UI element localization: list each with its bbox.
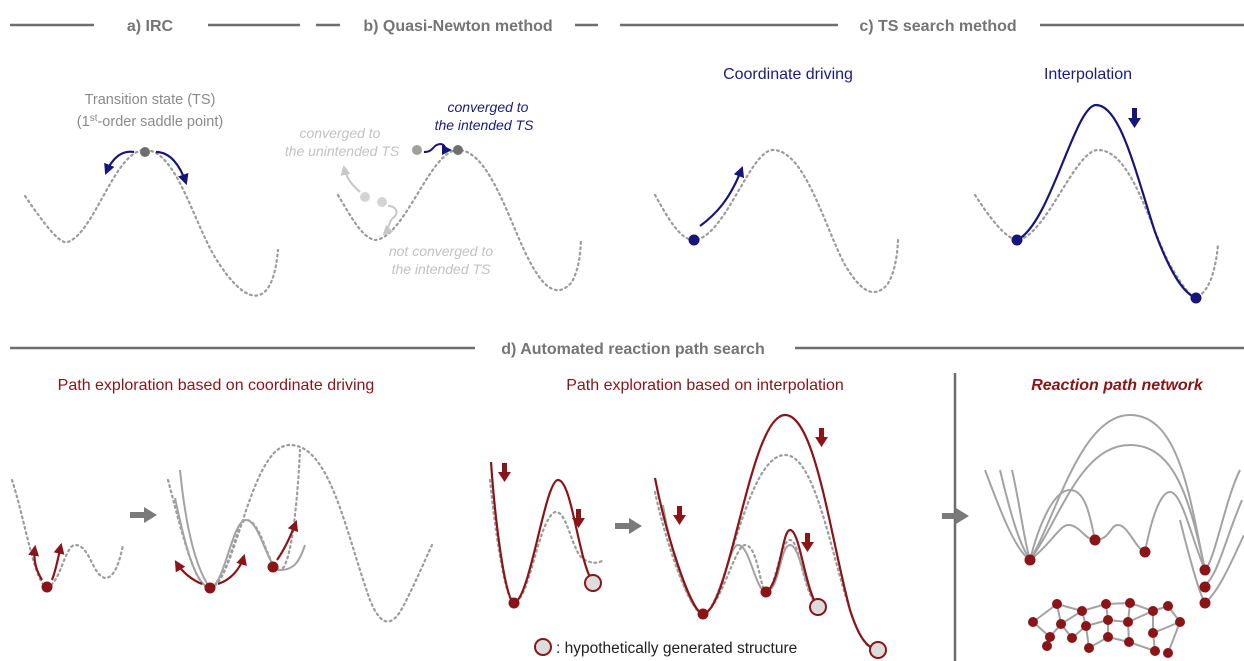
qn-not-converged-label-1: not converged to — [389, 243, 494, 259]
step-arrow-icon-3 — [942, 508, 969, 524]
cd2-pes-curve-b — [208, 443, 434, 623]
panel-network — [942, 413, 1244, 658]
network-title: Reaction path network — [1031, 377, 1204, 394]
ie2-hypothetical-dot-2 — [869, 641, 887, 659]
qn-intended-dot — [453, 145, 463, 155]
interpolation-title: Interpolation — [1044, 66, 1132, 83]
net-node-b — [1089, 534, 1101, 546]
panel-coordinate-driving: Coordinate driving — [653, 66, 900, 294]
panel-irc: Transition state (TS) (1st-order saddle … — [23, 92, 280, 297]
cd1-arrow-left — [28, 544, 43, 581]
cd2-new-minimum-dot — [267, 561, 279, 573]
header-quasi-newton: b) Quasi-Newton method — [363, 18, 552, 35]
step-arrow-icon-2 — [615, 518, 642, 534]
header-ts-search: c) TS search method — [859, 18, 1016, 35]
qn-intended-label-2: the intended TS — [435, 117, 535, 133]
ie2-down-arrow-icon-2 — [815, 428, 828, 447]
net-node-e — [1199, 581, 1211, 593]
cd-start-dot — [688, 234, 700, 246]
cd2-minimum-dot — [204, 582, 216, 594]
net-node-c — [1139, 546, 1151, 558]
ie1-down-arrow-icon-1 — [498, 463, 511, 482]
panel-interpolation: Interpolation — [973, 66, 1220, 304]
qn-arrow-intended — [423, 142, 452, 155]
irc-pes-curve — [23, 148, 280, 297]
ip-interpolated-path — [1016, 103, 1197, 300]
header-automated: d) Automated reaction path search — [501, 341, 764, 358]
ie2-down-arrow-icon-1 — [673, 506, 686, 525]
cd1-pes-curve — [10, 478, 125, 589]
cd2-explored-curve — [174, 497, 306, 590]
ip-product-dot — [1190, 292, 1202, 304]
qn-start-dot-1 — [360, 192, 370, 202]
cd2-arrow-right — [217, 553, 247, 586]
net-curve-4 — [1029, 488, 1096, 561]
ie2-reactant-dot — [697, 608, 709, 620]
net-curve-1 — [984, 469, 1146, 562]
panel-coord-exploration — [10, 443, 434, 623]
coordinate-driving-title: Coordinate driving — [723, 66, 853, 83]
irc-ts-dot — [140, 147, 150, 157]
ip-reactant-dot — [1011, 234, 1023, 246]
net-curve-7 — [1204, 499, 1243, 586]
header-irc: a) IRC — [127, 18, 174, 35]
ie1-reactant-dot — [508, 597, 520, 609]
qn-unintended-label-1: converged to — [300, 125, 381, 141]
net-curve-2 — [1029, 413, 1206, 571]
net-curve-8 — [1204, 534, 1244, 604]
qn-arrow-not-converged — [382, 205, 398, 236]
cd2-explored-branch — [179, 469, 211, 589]
cd1-arrow-right — [50, 542, 65, 581]
ie2-interpolated-path-outer — [653, 413, 879, 652]
qn-arrow-unintended — [340, 165, 361, 193]
ie2-down-arrow-icon-3 — [801, 533, 814, 552]
irc-ts-sublabel: (1st-order saddle point) — [77, 113, 223, 130]
net-curve-10 — [1011, 469, 1031, 561]
cd1-minimum-dot — [41, 581, 53, 593]
cd2-pes-curve-a — [166, 447, 302, 590]
panel-quasi-newton: converged to the unintended TS converged… — [285, 99, 583, 292]
ie1-interpolated-path — [489, 461, 594, 605]
path-interp-title: Path exploration based on interpolation — [566, 377, 844, 394]
net-node-d — [1199, 564, 1211, 576]
cd2-arrow-up — [276, 519, 299, 561]
qn-pes-curve — [336, 148, 583, 292]
cd-pes-curve — [653, 148, 900, 294]
legend-hypothetical-label: : hypothetically generated structure — [556, 640, 797, 657]
step-arrow-icon-1 — [130, 507, 157, 523]
net-node-a — [1024, 554, 1036, 566]
legend-hypothetical-icon — [534, 638, 552, 656]
qn-unintended-label-2: the unintended TS — [285, 143, 400, 159]
net-curve-5 — [1144, 490, 1206, 571]
cd2-arrow-left — [174, 560, 203, 586]
ie2-interpolated-path-inner — [765, 528, 819, 608]
irc-ts-label: Transition state (TS) — [85, 92, 216, 108]
path-coord-title: Path exploration based on coordinate dri… — [58, 377, 375, 394]
ip-down-arrow-icon — [1128, 108, 1141, 128]
ip-pes-curve — [973, 148, 1220, 300]
ie2-hypothetical-dot-1 — [809, 598, 827, 616]
ie2-intermediate-dot — [760, 586, 772, 598]
irc-arrow-left — [104, 150, 135, 176]
ie2-explored-curve — [662, 504, 819, 616]
qn-intended-label-1: converged to — [448, 99, 529, 115]
net-node-f — [1199, 597, 1211, 609]
net-curve-9 — [999, 469, 1031, 561]
net-curve-6 — [1204, 469, 1241, 571]
irc-arrow-right — [155, 150, 189, 186]
net-curve-3 — [1029, 443, 1206, 571]
cd-drive-arrow — [699, 165, 745, 227]
qn-start-dot-2 — [377, 197, 387, 207]
ie1-down-arrow-icon-2 — [572, 509, 585, 528]
panel-interp-exploration: : hypothetically generated structure — [488, 413, 887, 659]
ie2-pes-curve-a — [653, 453, 880, 652]
qn-not-converged-label-2: the intended TS — [392, 261, 492, 277]
ie1-hypothetical-dot — [584, 574, 602, 592]
qn-unintended-dot — [412, 145, 422, 155]
network-nodes — [1028, 598, 1185, 658]
